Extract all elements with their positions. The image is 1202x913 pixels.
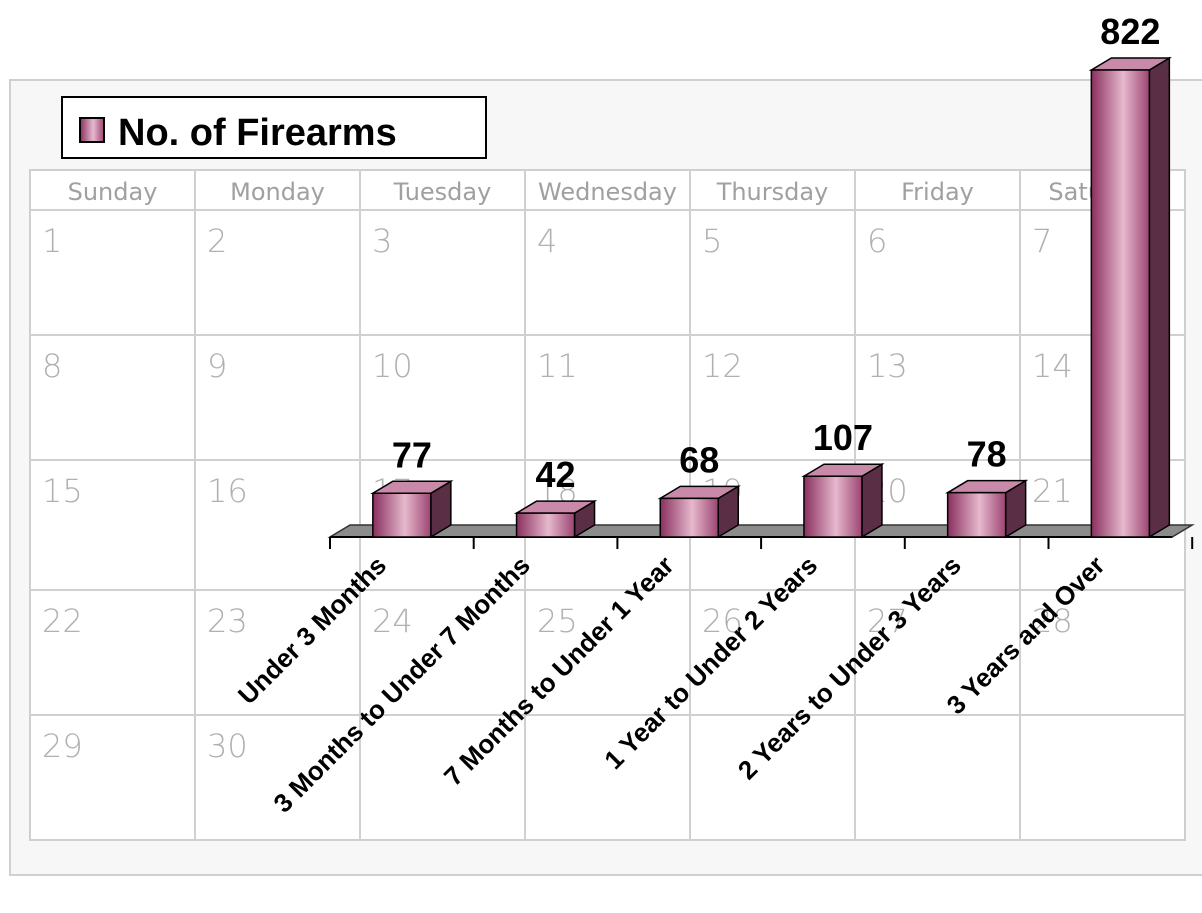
day-number: 7 xyxy=(1032,222,1052,260)
day-number: 21 xyxy=(1032,472,1073,510)
bar-side xyxy=(1149,58,1169,537)
legend-label: No. of Firearms xyxy=(118,112,397,154)
weekday: Monday xyxy=(230,178,325,206)
day-number: 5 xyxy=(702,222,722,260)
day-number: 2 xyxy=(207,222,227,260)
bar xyxy=(517,501,595,537)
bar-front xyxy=(517,513,575,537)
day-number: 12 xyxy=(702,347,743,385)
day-number: 30 xyxy=(207,727,248,765)
day-number: 22 xyxy=(42,602,83,640)
weekday: Wednesday xyxy=(538,178,677,206)
bar-front xyxy=(804,476,862,537)
floor xyxy=(330,525,1192,537)
day-number: 8 xyxy=(42,347,62,385)
bar-front xyxy=(1091,70,1149,537)
day-number: 13 xyxy=(867,347,908,385)
day-number: 3 xyxy=(372,222,392,260)
value-label: 78 xyxy=(967,434,1007,475)
bar xyxy=(660,486,738,537)
bar xyxy=(948,481,1026,537)
weekday: Tuesday xyxy=(393,178,492,206)
bar-front xyxy=(373,493,431,537)
bar xyxy=(1091,58,1169,537)
day-number: 23 xyxy=(207,602,248,640)
bar-front xyxy=(660,498,718,537)
day-number: 4 xyxy=(537,222,557,260)
value-label: 107 xyxy=(813,417,873,458)
value-label: 77 xyxy=(392,434,432,475)
day-number: 29 xyxy=(42,727,83,765)
day-number: 24 xyxy=(372,602,413,640)
day-number: 1 xyxy=(42,222,62,260)
value-label: 42 xyxy=(536,454,576,495)
day-number: 25 xyxy=(537,602,578,640)
weekday: Sunday xyxy=(68,178,158,206)
day-number: 10 xyxy=(372,347,413,385)
bar xyxy=(373,481,451,537)
day-number: 6 xyxy=(867,222,887,260)
day-number: 9 xyxy=(207,347,227,385)
chart: Sunday Monday Tuesday Wednesday Thursday Frid… xyxy=(0,0,1202,913)
value-label: 68 xyxy=(679,439,719,480)
legend-swatch xyxy=(80,118,104,142)
value-label: 822 xyxy=(1100,11,1160,52)
day-number: 16 xyxy=(207,472,248,510)
weekday: Friday xyxy=(901,178,974,206)
bar xyxy=(804,464,882,537)
bar-front xyxy=(948,493,1006,537)
legend: No. of Firearms xyxy=(62,97,486,158)
weekday: Thursday xyxy=(716,178,829,206)
day-number: 14 xyxy=(1032,347,1073,385)
day-number: 15 xyxy=(42,472,83,510)
day-number: 11 xyxy=(537,347,578,385)
